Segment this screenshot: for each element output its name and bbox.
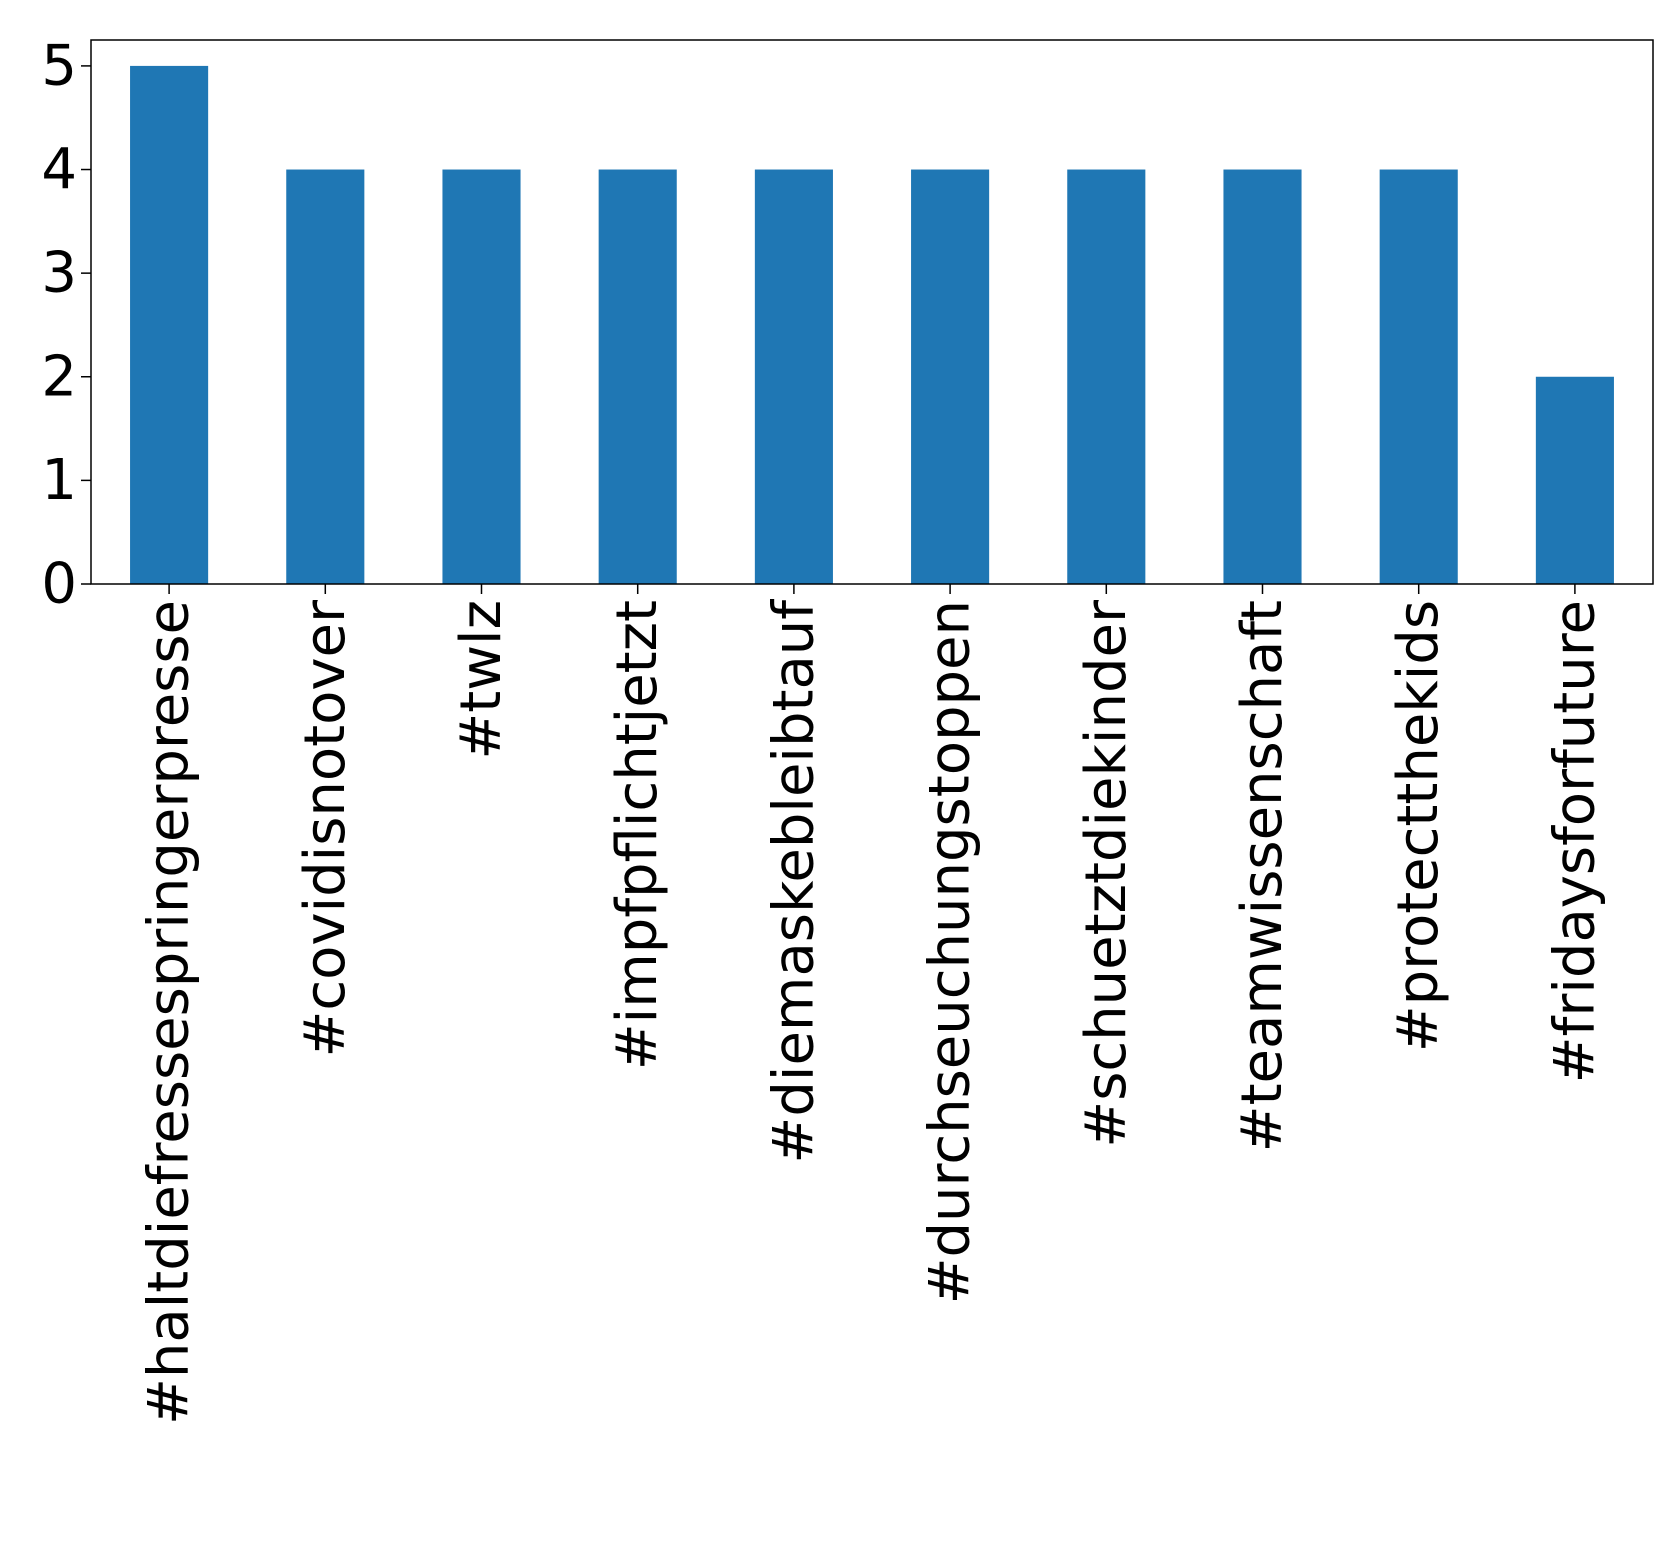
- y-tick-label: 4: [41, 137, 77, 202]
- y-axis: 0 1 2 3 4 5: [41, 33, 91, 617]
- bar-0: [130, 65, 209, 584]
- bars-group: [130, 65, 1614, 584]
- bar-2: [442, 169, 521, 584]
- y-tick-label: 2: [41, 344, 77, 409]
- x-tick-label: #fridaysforfuture: [1542, 600, 1607, 1083]
- bar-5: [911, 169, 990, 584]
- plot-frame: [90, 39, 1654, 585]
- bar-6: [1067, 169, 1146, 584]
- x-tick-label: #teamwissenschaft: [1230, 600, 1295, 1152]
- x-tick-label: #covidisnotover: [293, 599, 358, 1058]
- y-tick-label: 0: [41, 552, 77, 617]
- y-tick-label: 5: [41, 33, 77, 98]
- y-tick-label: 1: [41, 448, 77, 513]
- x-axis: #haltdiefressespringerpresse #covidisnoto…: [137, 584, 1607, 1425]
- bar-7: [1223, 169, 1302, 584]
- y-tick-label: 3: [41, 241, 77, 306]
- x-tick-label: #twlz: [449, 600, 514, 760]
- x-tick-label: #diemaskebleibtauf: [761, 599, 826, 1164]
- bar-8: [1379, 169, 1458, 584]
- x-tick-label: #impfpflichtjetzt: [605, 600, 670, 1070]
- x-tick-label: #durchseuchungstoppen: [918, 600, 983, 1304]
- x-tick-label: #protectthekids: [1386, 600, 1451, 1052]
- bar-4: [754, 169, 833, 584]
- bar-9: [1535, 376, 1614, 584]
- x-tick-label: #haltdiefressespringerpresse: [137, 600, 202, 1425]
- bar-1: [286, 169, 365, 584]
- x-tick-label: #schuetztdiekinder: [1074, 599, 1139, 1148]
- bar-3: [598, 169, 677, 584]
